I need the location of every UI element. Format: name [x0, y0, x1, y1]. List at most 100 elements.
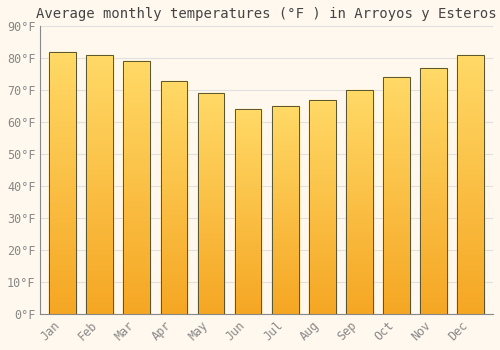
Bar [272, 208, 298, 210]
Bar [124, 286, 150, 289]
Bar [458, 65, 484, 68]
Bar [458, 55, 484, 314]
Bar [160, 111, 188, 113]
Bar [309, 192, 336, 194]
Bar [458, 229, 484, 231]
Bar [272, 243, 298, 245]
Bar [346, 218, 373, 220]
Bar [124, 87, 150, 89]
Bar [235, 169, 262, 171]
Bar [160, 148, 188, 150]
Bar [309, 113, 336, 115]
Bar [272, 245, 298, 247]
Bar [458, 156, 484, 159]
Bar [235, 195, 262, 197]
Bar [86, 249, 113, 252]
Bar [198, 270, 224, 272]
Bar [383, 196, 410, 198]
Bar [160, 262, 188, 265]
Bar [420, 181, 447, 183]
Bar [458, 285, 484, 288]
Bar [272, 129, 298, 131]
Bar [420, 216, 447, 218]
Bar [198, 276, 224, 279]
Bar [124, 203, 150, 205]
Bar [272, 231, 298, 233]
Bar [272, 152, 298, 154]
Bar [309, 239, 336, 241]
Bar [235, 167, 262, 169]
Bar [346, 168, 373, 171]
Bar [49, 52, 76, 314]
Bar [49, 270, 76, 272]
Bar [458, 63, 484, 65]
Bar [272, 241, 298, 243]
Bar [198, 299, 224, 301]
Bar [458, 218, 484, 221]
Bar [420, 156, 447, 159]
Bar [235, 298, 262, 300]
Bar [383, 125, 410, 127]
Bar [198, 241, 224, 243]
Bar [309, 149, 336, 151]
Bar [86, 311, 113, 314]
Bar [383, 108, 410, 111]
Bar [309, 173, 336, 175]
Bar [235, 161, 262, 162]
Bar [383, 87, 410, 89]
Bar [160, 190, 188, 192]
Bar [86, 99, 113, 102]
Bar [235, 292, 262, 293]
Bar [160, 132, 188, 134]
Bar [86, 107, 113, 110]
Bar [420, 97, 447, 100]
Bar [86, 275, 113, 278]
Bar [458, 60, 484, 63]
Bar [86, 184, 113, 187]
Bar [420, 119, 447, 122]
Bar [458, 309, 484, 311]
Bar [86, 130, 113, 133]
Bar [420, 287, 447, 289]
Bar [346, 142, 373, 144]
Bar [383, 264, 410, 267]
Bar [272, 262, 298, 264]
Bar [420, 240, 447, 243]
Bar [346, 139, 373, 142]
Bar [235, 171, 262, 173]
Bar [235, 238, 262, 240]
Bar [124, 183, 150, 185]
Bar [86, 285, 113, 288]
Bar [198, 305, 224, 307]
Bar [309, 307, 336, 310]
Bar [235, 185, 262, 187]
Bar [383, 257, 410, 259]
Bar [235, 277, 262, 279]
Bar [420, 250, 447, 252]
Bar [160, 230, 188, 232]
Bar [49, 146, 76, 149]
Bar [309, 243, 336, 245]
Bar [198, 177, 224, 180]
Bar [235, 261, 262, 263]
Bar [272, 264, 298, 266]
Bar [346, 285, 373, 287]
Bar [86, 182, 113, 184]
Bar [383, 99, 410, 101]
Bar [309, 100, 336, 314]
Bar [420, 80, 447, 83]
Bar [49, 173, 76, 175]
Bar [383, 172, 410, 174]
Bar [49, 154, 76, 157]
Bar [346, 300, 373, 303]
Bar [86, 290, 113, 293]
Bar [49, 204, 76, 206]
Bar [49, 164, 76, 167]
Bar [309, 301, 336, 303]
Bar [346, 287, 373, 289]
Bar [309, 205, 336, 207]
Bar [49, 136, 76, 138]
Bar [272, 170, 298, 173]
Bar [309, 232, 336, 234]
Bar [235, 222, 262, 224]
